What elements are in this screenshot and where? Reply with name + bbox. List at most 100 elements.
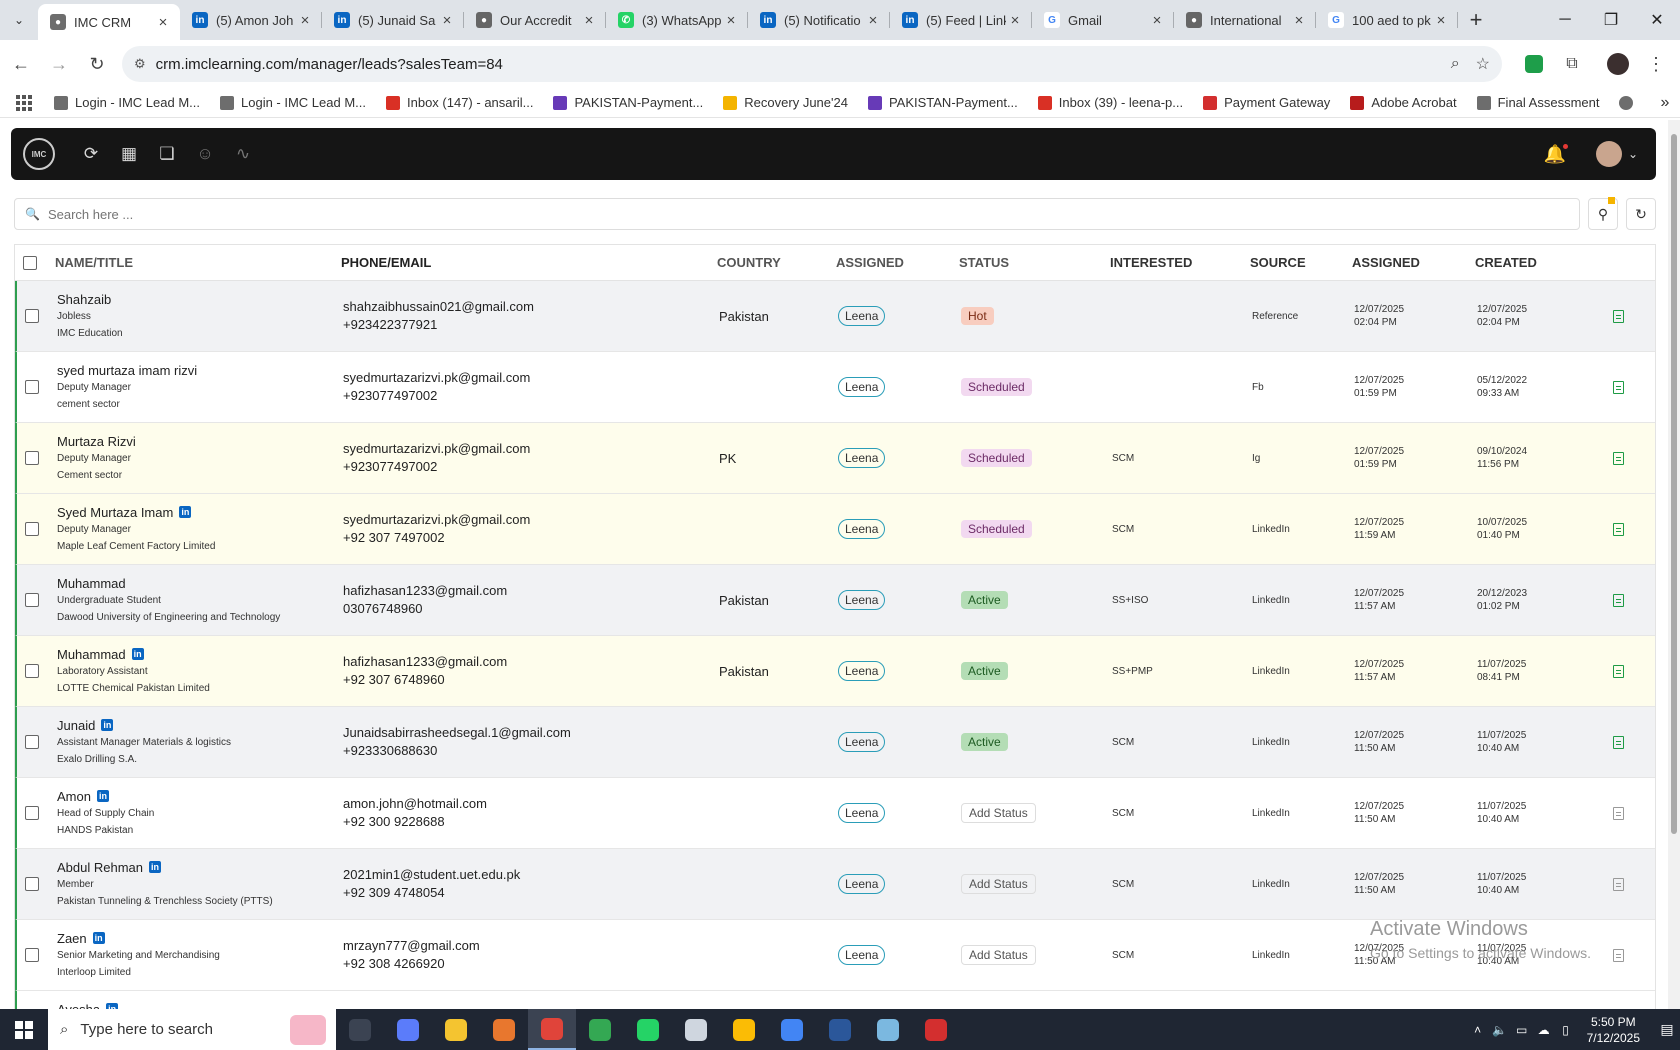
lead-name[interactable]: Ayesha in bbox=[57, 1000, 343, 1009]
linkedin-icon[interactable]: in bbox=[92, 932, 105, 944]
search-input[interactable] bbox=[47, 206, 1580, 222]
assigned-pill[interactable]: Leena bbox=[838, 732, 886, 752]
notes-icon[interactable] bbox=[1612, 593, 1624, 607]
minimize-icon[interactable]: ─ bbox=[1559, 11, 1571, 28]
assigned-pill[interactable]: Leena bbox=[838, 945, 886, 965]
cloud-icon[interactable]: ☁ bbox=[1537, 1022, 1550, 1037]
lead-email[interactable]: syedmurtazarizvi.pk@gmail.com bbox=[343, 512, 531, 527]
whatsapp-taskbar-icon[interactable] bbox=[624, 1009, 672, 1050]
assigned-pill[interactable]: Leena bbox=[838, 803, 886, 823]
status-badge[interactable]: Scheduled bbox=[961, 449, 1032, 467]
status-badge[interactable]: Hot bbox=[961, 307, 994, 325]
lead-email[interactable]: syedmurtazarizvi.pk@gmail.com bbox=[343, 441, 531, 456]
notes-icon[interactable] bbox=[1612, 309, 1624, 323]
sync-icon[interactable]: ⟳ bbox=[83, 144, 99, 163]
row-checkbox[interactable] bbox=[25, 948, 39, 962]
zoom-icon[interactable]: ⌕ bbox=[1450, 55, 1460, 72]
lead-email[interactable]: amon.john@hotmail.com bbox=[343, 796, 487, 811]
tab-close-icon[interactable]: × bbox=[442, 11, 452, 29]
lead-phone[interactable]: +92 308 4266920 bbox=[343, 956, 445, 971]
header-name[interactable]: NAME/TITLE bbox=[55, 255, 133, 270]
table-row[interactable]: Murtaza Rizvi Deputy Manager Cement sector… bbox=[15, 423, 1655, 494]
profile-avatar-icon[interactable] bbox=[1600, 46, 1636, 82]
chrome-3-taskbar-icon[interactable] bbox=[768, 1009, 816, 1050]
tab-close-icon[interactable]: × bbox=[300, 11, 310, 29]
notes-icon[interactable] bbox=[1612, 451, 1624, 465]
notification-bell-icon[interactable]: 🔔 bbox=[1543, 143, 1569, 164]
calendar-icon[interactable]: ▦ bbox=[120, 144, 138, 163]
linkedin-icon[interactable]: in bbox=[131, 648, 144, 660]
notes-icon[interactable] bbox=[1612, 877, 1624, 891]
lead-email[interactable]: hafizhasan1233@gmail.com bbox=[343, 583, 508, 598]
browser-tab[interactable]: in (5) Junaid Sa × bbox=[322, 0, 464, 40]
chevron-down-icon[interactable]: ⌄ bbox=[1627, 147, 1638, 161]
table-row[interactable]: Shahzaib Jobless IMC Education shahzaibhuss… bbox=[15, 281, 1655, 352]
assigned-pill[interactable]: Leena bbox=[838, 377, 886, 397]
site-info-icon[interactable]: ⚙ bbox=[134, 56, 146, 71]
url-text[interactable]: crm.imclearning.com/manager/leads?salesT… bbox=[155, 55, 503, 73]
lead-phone[interactable]: +923077497002 bbox=[343, 388, 438, 403]
lead-phone[interactable]: +923422377921 bbox=[343, 317, 438, 332]
lead-name[interactable]: Junaid in bbox=[57, 716, 343, 734]
header-assigned-date[interactable]: ASSIGNED bbox=[1352, 255, 1420, 270]
table-row[interactable]: Muhammad Undergraduate Student Dawood Univ… bbox=[15, 565, 1655, 636]
notes-icon[interactable] bbox=[1612, 948, 1624, 962]
reload-icon[interactable]: ↻ bbox=[89, 53, 105, 74]
tab-close-icon[interactable]: × bbox=[158, 13, 168, 31]
bookmark-item[interactable]: Adobe Acrobat bbox=[1350, 95, 1457, 110]
lead-email[interactable]: shahzaibhussain021@gmail.com bbox=[343, 299, 534, 314]
assigned-pill[interactable]: Leena bbox=[838, 874, 886, 894]
header-source[interactable]: SOURCE bbox=[1250, 255, 1306, 270]
document-icon[interactable]: ❏ bbox=[159, 144, 175, 163]
omnibox[interactable]: ⚙ crm.imclearning.com/manager/leads?sale… bbox=[122, 46, 1502, 82]
chrome-active-taskbar-icon[interactable] bbox=[528, 1009, 576, 1050]
tab-search-icon[interactable]: ⌄ bbox=[13, 13, 25, 27]
tab-close-icon[interactable]: × bbox=[868, 11, 878, 29]
bookmark-item[interactable]: PAKISTAN-Payment... bbox=[553, 95, 703, 110]
row-checkbox[interactable] bbox=[25, 664, 39, 678]
start-button[interactable] bbox=[0, 1009, 48, 1050]
linkedin-icon[interactable]: in bbox=[179, 506, 192, 518]
row-checkbox[interactable] bbox=[25, 735, 39, 749]
lead-phone[interactable]: +92 309 4748054 bbox=[343, 885, 445, 900]
assigned-pill[interactable]: Leena bbox=[838, 448, 886, 468]
table-row[interactable]: Muhammad in Laboratory Assistant LOTTE Chem… bbox=[15, 636, 1655, 707]
browser-tab[interactable]: in (5) Notificatio × bbox=[748, 0, 890, 40]
chrome-2-taskbar-icon[interactable] bbox=[720, 1009, 768, 1050]
assigned-pill[interactable]: Leena bbox=[838, 519, 886, 539]
bookmark-item[interactable]: Inbox (147) - ansaril... bbox=[386, 95, 533, 110]
notes-icon[interactable] bbox=[1612, 735, 1624, 749]
tab-close-icon[interactable]: × bbox=[1152, 11, 1162, 29]
task-view-taskbar-icon[interactable] bbox=[336, 1009, 384, 1050]
filter-button[interactable]: ⚲ bbox=[1588, 197, 1619, 230]
bookmark-item[interactable]: PAKISTAN-Payment... bbox=[867, 95, 1018, 110]
lead-email[interactable]: hafizhasan1233@gmail.com bbox=[343, 654, 508, 669]
table-row[interactable]: Abdul Rehman in Member Pakistan Tunneling &… bbox=[15, 849, 1655, 920]
activity-icon[interactable]: ∿ bbox=[235, 144, 251, 163]
status-badge[interactable]: Active bbox=[961, 662, 1008, 680]
table-row[interactable]: Syed Murtaza Imam in Deputy Manager Maple L… bbox=[15, 494, 1655, 565]
lead-name[interactable]: Syed Murtaza Imam in bbox=[57, 503, 343, 521]
extensions-puzzle-icon[interactable]: ⧉ bbox=[1566, 55, 1578, 72]
tray-chevron-up-icon[interactable]: ˄ bbox=[1474, 1022, 1482, 1037]
status-badge[interactable]: Add Status bbox=[961, 803, 1036, 823]
browser-tab[interactable]: ✆ (3) WhatsApp × bbox=[606, 0, 748, 40]
notepad-taskbar-icon[interactable] bbox=[864, 1009, 912, 1050]
header-assigned[interactable]: ASSIGNED bbox=[836, 255, 904, 270]
lead-name[interactable]: Murtaza Rizvi bbox=[57, 432, 343, 450]
notification-center-icon[interactable]: ▤ bbox=[1660, 1021, 1674, 1037]
lead-email[interactable]: mrzayn777@gmail.com bbox=[343, 938, 480, 953]
row-checkbox[interactable] bbox=[25, 309, 39, 323]
lead-phone[interactable]: +92 307 7497002 bbox=[343, 530, 445, 545]
back-icon[interactable]: ← bbox=[12, 53, 30, 74]
page-scrollbar[interactable] bbox=[1668, 120, 1680, 1009]
refresh-button[interactable]: ↻ bbox=[1626, 198, 1656, 230]
lead-name[interactable]: Muhammad bbox=[57, 574, 343, 592]
lead-phone[interactable]: +92 307 6748960 bbox=[343, 672, 445, 687]
bookmark-overflow-favicon[interactable] bbox=[1619, 95, 1640, 110]
select-all-checkbox[interactable] bbox=[23, 255, 37, 270]
table-row[interactable]: syed murtaza imam rizvi Deputy Manager cem… bbox=[15, 352, 1655, 423]
table-row[interactable]: Ayesha in bbox=[15, 991, 1655, 1009]
bookmark-item[interactable]: Login - IMC Lead M... bbox=[54, 95, 200, 110]
notes-icon[interactable] bbox=[1612, 664, 1624, 678]
